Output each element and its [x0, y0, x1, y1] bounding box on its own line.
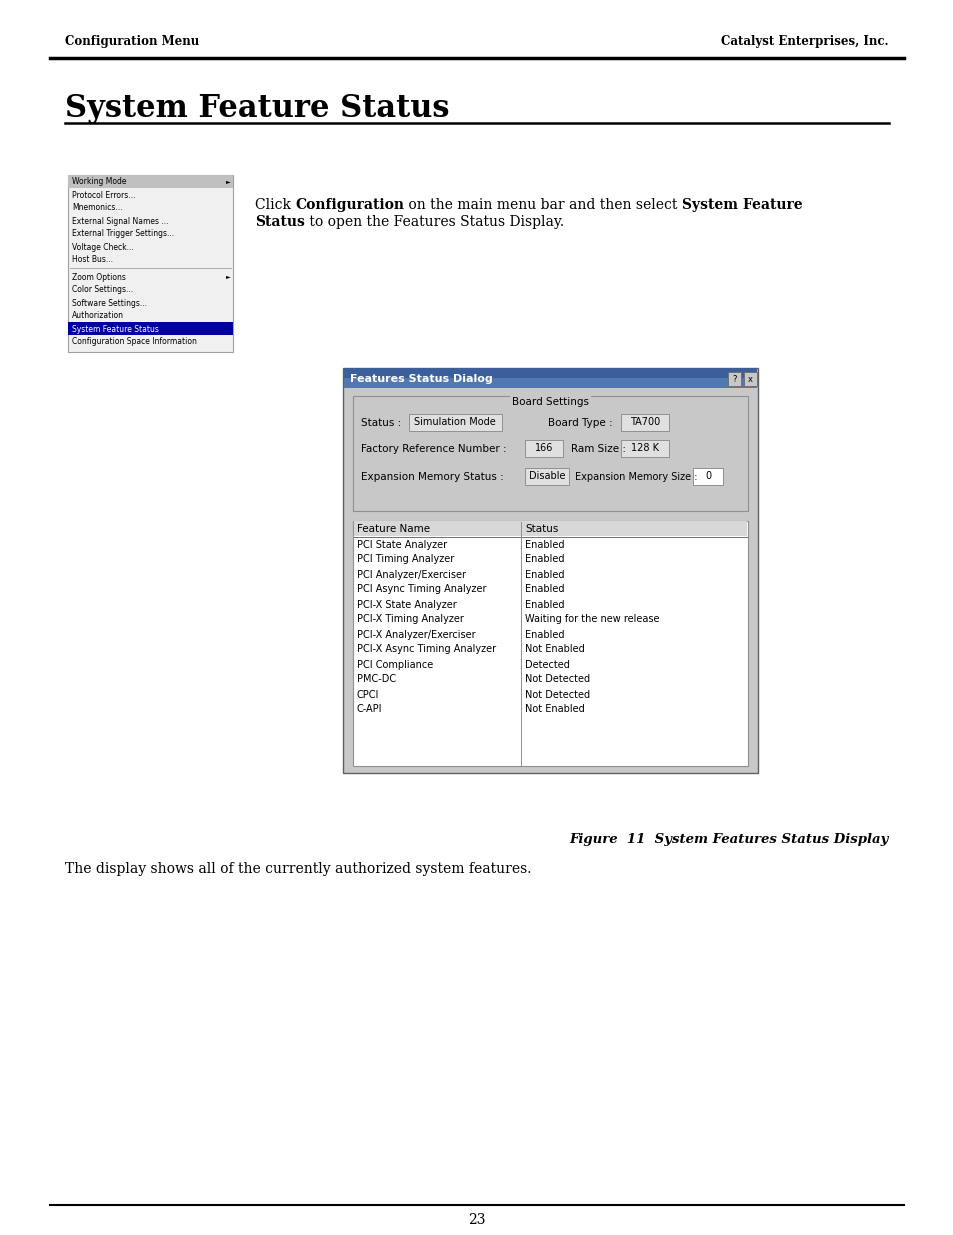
Text: PCI-X State Analyzer: PCI-X State Analyzer	[356, 599, 456, 610]
Text: PCI-X Timing Analyzer: PCI-X Timing Analyzer	[356, 615, 463, 625]
Text: 0: 0	[704, 471, 710, 480]
Text: Not Enabled: Not Enabled	[524, 645, 584, 655]
Text: Disable: Disable	[528, 471, 565, 480]
Bar	[620, 414, 668, 431]
Text: External Trigger Settings...: External Trigger Settings...	[71, 230, 174, 238]
Text: Configuration Menu: Configuration Menu	[65, 36, 199, 48]
Text: Not Detected: Not Detected	[524, 674, 590, 684]
Bar	[524, 468, 568, 485]
Text: Mnemonics...: Mnemonics...	[71, 204, 122, 212]
Text: Status :: Status :	[360, 417, 401, 429]
Text: on the main menu bar and then select: on the main menu bar and then select	[404, 198, 681, 212]
Bar	[68, 322, 233, 335]
Bar	[409, 414, 501, 431]
Text: Host Bus...: Host Bus...	[71, 256, 112, 264]
Bar	[344, 368, 757, 388]
Text: Configuration: Configuration	[295, 198, 404, 212]
Bar	[343, 368, 758, 773]
Bar	[68, 175, 233, 188]
Text: ►: ►	[226, 274, 230, 279]
Text: to open the Features Status Display.: to open the Features Status Display.	[305, 215, 563, 228]
Bar	[743, 372, 757, 387]
Text: System Feature: System Feature	[681, 198, 801, 212]
Text: TA700: TA700	[629, 417, 659, 427]
Text: PCI Timing Analyzer: PCI Timing Analyzer	[356, 555, 454, 564]
Text: Working Mode: Working Mode	[71, 178, 127, 186]
Text: Protocol Errors...: Protocol Errors...	[71, 190, 135, 200]
Text: CPCI: CPCI	[356, 689, 379, 699]
Text: System Feature Status: System Feature Status	[65, 93, 449, 124]
Text: Feature Name: Feature Name	[356, 525, 430, 535]
Text: Features Status Dialog: Features Status Dialog	[350, 374, 493, 384]
Text: Figure  11  System Features Status Display: Figure 11 System Features Status Display	[569, 834, 888, 846]
Bar	[692, 468, 722, 485]
Text: Waiting for the new release: Waiting for the new release	[524, 615, 659, 625]
Text: PCI Compliance: PCI Compliance	[356, 659, 433, 669]
Text: Authorization: Authorization	[71, 311, 124, 321]
Bar	[620, 440, 668, 457]
Text: Board Type :: Board Type :	[547, 417, 612, 429]
Text: Enabled: Enabled	[524, 584, 564, 594]
Text: Enabled: Enabled	[524, 540, 564, 550]
Text: 23: 23	[468, 1213, 485, 1228]
Text: Catalyst Enterprises, Inc.: Catalyst Enterprises, Inc.	[720, 36, 888, 48]
Bar	[344, 378, 757, 388]
Text: C-API: C-API	[356, 704, 382, 715]
Text: Not Enabled: Not Enabled	[524, 704, 584, 715]
Text: PCI Async Timing Analyzer: PCI Async Timing Analyzer	[356, 584, 486, 594]
Text: Ram Size :: Ram Size :	[571, 445, 625, 454]
Text: Zoom Options: Zoom Options	[71, 273, 126, 282]
Text: Voltage Check...: Voltage Check...	[71, 242, 133, 252]
Text: Board Settings: Board Settings	[512, 396, 588, 408]
Text: System Feature Status: System Feature Status	[71, 325, 159, 333]
Bar	[727, 372, 740, 387]
Text: Color Settings...: Color Settings...	[71, 285, 133, 294]
Text: Enabled: Enabled	[524, 569, 564, 579]
Text: ►: ►	[226, 179, 230, 184]
Text: Status: Status	[524, 525, 558, 535]
Bar	[354, 521, 746, 536]
Text: Factory Reference Number :: Factory Reference Number :	[360, 445, 506, 454]
Text: Enabled: Enabled	[524, 555, 564, 564]
Bar	[68, 175, 233, 352]
Text: Enabled: Enabled	[524, 630, 564, 640]
Text: PMC-DC: PMC-DC	[356, 674, 395, 684]
Text: Expansion Memory Size :: Expansion Memory Size :	[575, 472, 697, 482]
Text: PCI Analyzer/Exerciser: PCI Analyzer/Exerciser	[356, 569, 465, 579]
Text: Not Detected: Not Detected	[524, 689, 590, 699]
Bar	[353, 521, 747, 766]
Text: External Signal Names ...: External Signal Names ...	[71, 216, 169, 226]
Text: Software Settings...: Software Settings...	[71, 299, 147, 308]
Text: Configuration Space Information: Configuration Space Information	[71, 337, 196, 347]
Text: Detected: Detected	[524, 659, 569, 669]
Bar	[353, 396, 747, 511]
Bar	[524, 440, 562, 457]
Text: x: x	[747, 374, 752, 384]
Text: Click: Click	[254, 198, 295, 212]
Text: ?: ?	[732, 374, 736, 384]
Text: The display shows all of the currently authorized system features.: The display shows all of the currently a…	[65, 862, 531, 876]
Text: PCI-X Analyzer/Exerciser: PCI-X Analyzer/Exerciser	[356, 630, 476, 640]
Text: 166: 166	[535, 443, 553, 453]
Text: PCI-X Async Timing Analyzer: PCI-X Async Timing Analyzer	[356, 645, 496, 655]
Text: PCI State Analyzer: PCI State Analyzer	[356, 540, 447, 550]
Text: Simulation Mode: Simulation Mode	[414, 417, 496, 427]
Text: 128 K: 128 K	[630, 443, 659, 453]
Text: Status: Status	[254, 215, 305, 228]
Text: Expansion Memory Status :: Expansion Memory Status :	[360, 472, 503, 482]
Text: Enabled: Enabled	[524, 599, 564, 610]
